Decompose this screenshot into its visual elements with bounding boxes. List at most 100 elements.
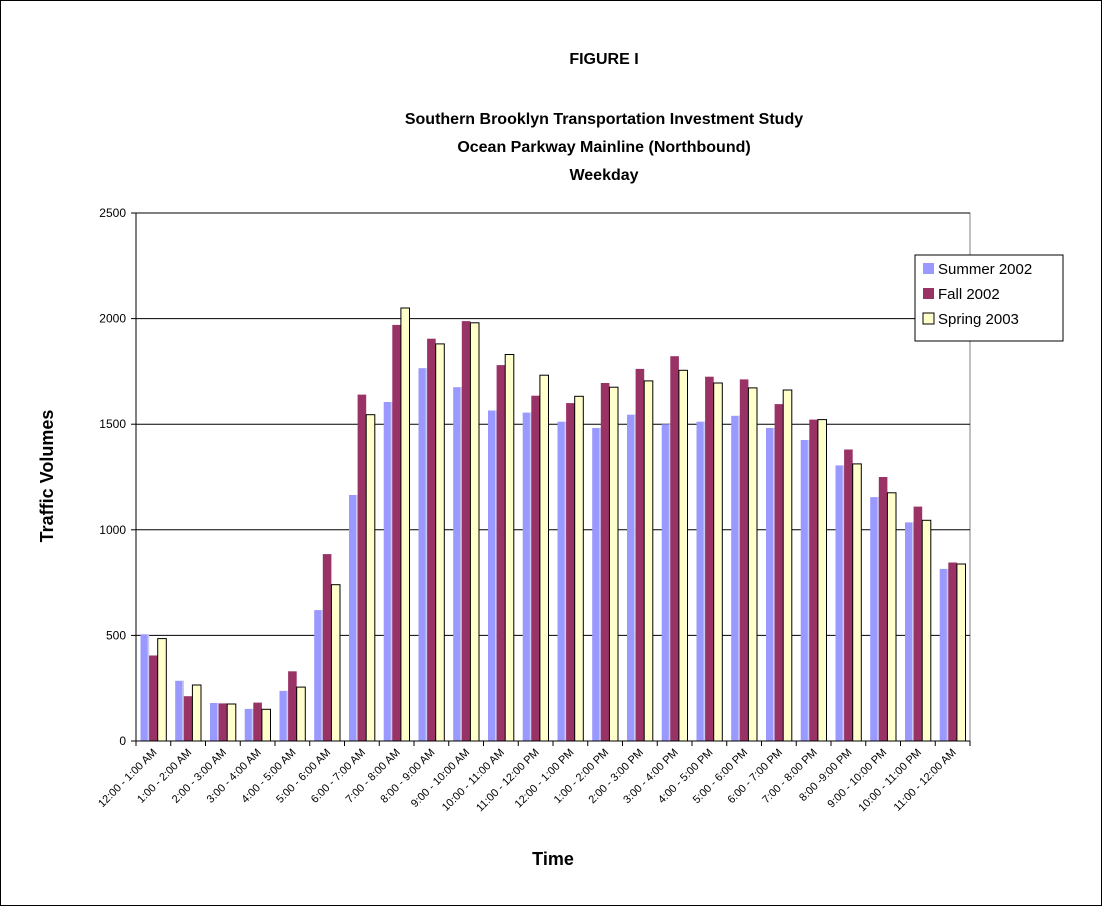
bar-summer-2002 (939, 568, 949, 741)
x-tick-labels: 12:00 - 1:00 AM1:00 - 2:00 AM2:00 - 3:00… (96, 747, 959, 815)
bar-spring-2003 (365, 414, 376, 742)
legend-label: Summer 2002 (938, 261, 1032, 278)
bar-shade (147, 634, 150, 741)
bar-fall-2002 (670, 356, 679, 741)
bar-summer-2002 (870, 497, 879, 741)
bar-shade (495, 410, 497, 741)
bar-shade (460, 387, 462, 741)
x-tick-label: 12:00 - 1:00 AM (96, 747, 159, 810)
bar-summer-2002 (835, 465, 845, 741)
bar-fall-2002 (496, 365, 506, 741)
bar-summer-2002 (140, 634, 150, 741)
bar-spring-2003 (574, 395, 584, 742)
bar-spring-2003 (956, 563, 967, 742)
y-tick-label: 1000 (99, 523, 126, 537)
legend-swatch (923, 288, 934, 299)
bar-shade (912, 522, 914, 741)
bar-fall-2002 (600, 383, 610, 741)
bar-shade (217, 703, 219, 741)
legend-swatch (922, 312, 935, 325)
bar-shade (773, 428, 775, 741)
plot-area (135, 212, 971, 742)
bar-fall-2002 (288, 671, 297, 741)
bar-shade (807, 440, 810, 741)
y-tick-label: 0 (119, 734, 126, 748)
bar-shade (738, 415, 740, 741)
bars (140, 307, 967, 742)
bar-spring-2003 (678, 369, 689, 742)
bar-fall-2002 (149, 655, 158, 741)
x-tick-label: 10:00 - 11:00 AM (440, 747, 507, 814)
bar-spring-2003 (261, 708, 271, 742)
gridlines (135, 212, 971, 742)
bar-summer-2002 (800, 440, 810, 741)
y-tick-label: 2500 (99, 206, 126, 220)
bar-spring-2003 (852, 463, 862, 742)
legend-box (914, 254, 1064, 342)
bar-spring-2003 (608, 386, 619, 742)
bar-shade (946, 568, 949, 741)
legend-label: Spring 2003 (938, 311, 1019, 328)
x-axis-label: Time (532, 849, 574, 869)
bar-summer-2002 (592, 428, 601, 741)
bar-summer-2002 (522, 412, 532, 741)
bar-fall-2002 (218, 703, 228, 741)
y-tick-label: 500 (106, 628, 126, 642)
bar-fall-2002 (844, 449, 853, 741)
y-tick-label: 2000 (99, 312, 126, 326)
bar-fall-2002 (392, 324, 401, 741)
bar-shade (529, 412, 532, 741)
bar-shade (251, 708, 254, 741)
bar-summer-2002 (453, 387, 462, 741)
chart-title: Southern Brooklyn Transportation Investm… (405, 111, 803, 128)
bar-spring-2003 (817, 419, 828, 742)
y-tick-labels: 0 500 1000 1500 2000 2500 (99, 206, 126, 748)
bar-spring-2003 (330, 584, 341, 742)
bar-fall-2002 (635, 368, 645, 741)
bar-spring-2003 (643, 380, 654, 742)
bar-fall-2002 (183, 696, 193, 741)
bar-shade (182, 680, 184, 741)
chart-subtitle-1: Ocean Parkway Mainline (Northbound) (457, 139, 750, 156)
bar-fall-2002 (322, 554, 332, 741)
bar-spring-2003 (157, 638, 167, 742)
bar-shade (564, 421, 567, 741)
bar-spring-2003 (504, 354, 515, 742)
bar-shade (425, 368, 428, 741)
bar-summer-2002 (661, 424, 671, 741)
x-tick-label: 11:00 - 12:00 AM (892, 747, 959, 814)
bar-summer-2002 (383, 402, 393, 741)
bar-fall-2002 (357, 394, 367, 741)
bar-summer-2002 (905, 522, 914, 741)
bar-summer-2002 (279, 690, 289, 741)
bar-spring-2003 (400, 307, 410, 742)
bar-spring-2003 (921, 519, 932, 742)
x-tick-label: 11:00 - 12:00 PM (474, 747, 542, 815)
chart-subtitle-2: Weekday (569, 167, 638, 184)
axes (131, 212, 971, 746)
bar-summer-2002 (696, 421, 706, 741)
bar-summer-2002 (766, 428, 775, 741)
bar-spring-2003 (782, 389, 793, 742)
bar-shade (356, 495, 358, 741)
bar-shade (321, 610, 323, 741)
bar-spring-2003 (747, 387, 758, 742)
bar-summer-2002 (210, 703, 219, 741)
bar-shade (599, 428, 601, 741)
bar-summer-2002 (418, 368, 428, 741)
bar-shade (390, 402, 393, 741)
bar-fall-2002 (253, 702, 262, 741)
bar-shade (286, 690, 289, 741)
bar-spring-2003 (226, 703, 237, 742)
bar-shade (668, 424, 671, 741)
bar-summer-2002 (349, 495, 358, 741)
y-axis-label: Traffic Volumes (37, 410, 57, 543)
bar-fall-2002 (427, 338, 436, 741)
legend-label: Fall 2002 (938, 286, 1000, 303)
bar-fall-2002 (739, 379, 749, 741)
bar-summer-2002 (244, 708, 254, 741)
bar-shade (703, 421, 706, 741)
x-tick-label: 9:00 - 10:00 PM (825, 747, 889, 811)
bar-fall-2002 (566, 403, 575, 741)
